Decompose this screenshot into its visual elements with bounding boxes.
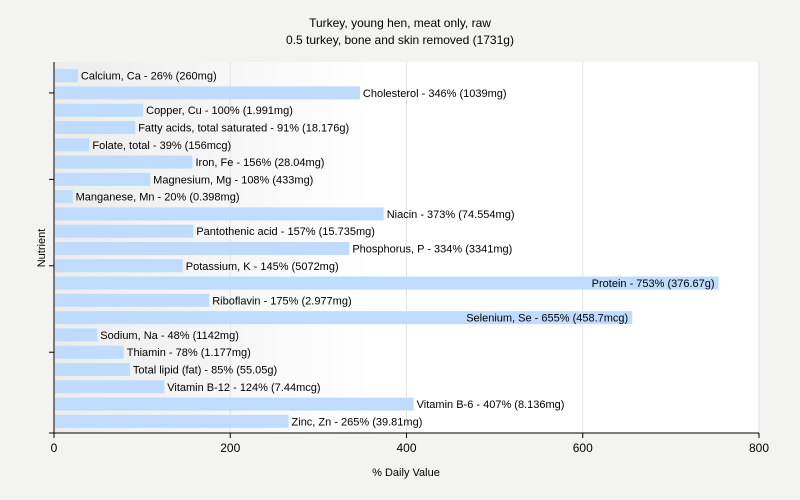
- bar-label: Fatty acids, total saturated - 91% (18.1…: [138, 123, 349, 135]
- bar: [55, 259, 183, 273]
- bar: [55, 138, 90, 152]
- x-tick-label: 600: [573, 441, 593, 455]
- bar: [55, 276, 719, 290]
- x-tick-label: 400: [396, 441, 416, 455]
- bar: [55, 172, 151, 186]
- bar-label: Niacin - 373% (74.554mg): [387, 209, 515, 221]
- x-axis-label: % Daily Value: [372, 467, 440, 479]
- bar-label: Calcium, Ca - 26% (260mg): [81, 71, 217, 83]
- x-tick-label: 200: [220, 441, 240, 455]
- bar-label: Iron, Fe - 156% (28.04mg): [195, 157, 324, 169]
- bar: [55, 207, 384, 221]
- bar-label: Magnesium, Mg - 108% (433mg): [153, 174, 313, 186]
- bar-label: Pantothenic acid - 157% (15.735mg): [196, 226, 375, 238]
- bar: [55, 155, 193, 169]
- bar: [55, 242, 350, 255]
- bar-label: Total lipid (fat) - 85% (55.05g): [133, 365, 277, 377]
- bar: [55, 363, 130, 376]
- x-tick-label: 0: [51, 441, 58, 455]
- bar: [55, 103, 144, 117]
- bar-label: Zinc, Zn - 265% (39.81mg): [292, 416, 423, 428]
- bar: [55, 121, 136, 134]
- chart-title: Turkey, young hen, meat only, raw: [309, 16, 491, 30]
- bar-label: Selenium, Se - 655% (458.7mcg): [466, 313, 628, 325]
- bar-label: Copper, Cu - 100% (1.991mg): [146, 105, 293, 117]
- bar-label: Vitamin B-6 - 407% (8.136mg): [417, 399, 565, 411]
- x-tick-label: 800: [749, 441, 769, 455]
- bar: [55, 380, 165, 394]
- bar-label: Folate, total - 39% (156mcg): [92, 140, 231, 152]
- bar: [55, 311, 633, 325]
- y-axis-label: Nutrient: [36, 229, 48, 268]
- bar-label: Manganese, Mn - 20% (0.398mg): [76, 192, 240, 204]
- bar-label: Protein - 753% (376.67g): [592, 278, 715, 290]
- bar-label: Riboflavin - 175% (2.977mg): [212, 295, 351, 307]
- bar: [55, 397, 414, 411]
- bar: [55, 86, 360, 100]
- bar: [55, 190, 73, 204]
- bar: [55, 293, 210, 307]
- bar-label: Thiamin - 78% (1.177mg): [127, 347, 251, 359]
- bar: [55, 224, 194, 238]
- bar-label: Vitamin B-12 - 124% (7.44mcg): [167, 382, 320, 394]
- bar: [55, 69, 78, 83]
- bar-label: Cholesterol - 346% (1039mg): [363, 88, 507, 100]
- bar-label: Potassium, K - 145% (5072mg): [186, 261, 339, 273]
- chart-subtitle: 0.5 turkey, bone and skin removed (1731g…: [286, 33, 514, 47]
- bar: [55, 414, 289, 428]
- bar: [55, 345, 124, 359]
- bar-label: Phosphorus, P - 334% (3341mg): [352, 244, 512, 256]
- bar: [55, 328, 98, 342]
- bar-label: Sodium, Na - 48% (1142mg): [100, 330, 239, 342]
